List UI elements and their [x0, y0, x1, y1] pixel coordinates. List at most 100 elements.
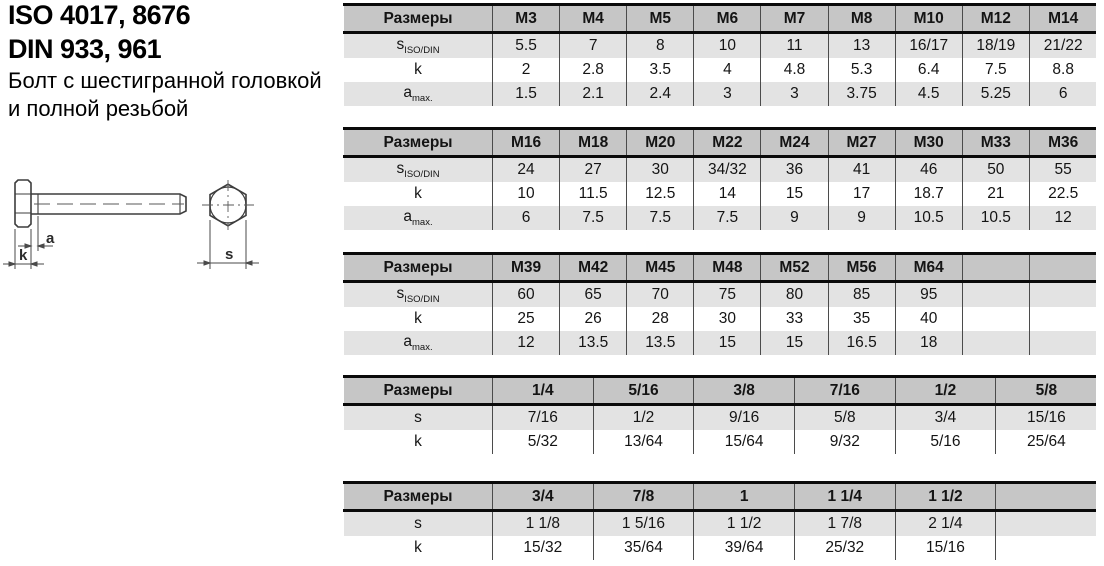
dimension-value-cell: 10.5 [894, 206, 963, 230]
row-label-cell: amax. [343, 331, 493, 355]
dimension-value-cell: 5/16 [894, 430, 996, 454]
bolt-side-view [14, 179, 187, 228]
table-metric-m3-m14: Размеры M3 M4 M5 M6 M7 M8 M10 M12 M14 sISO/DIN 5.5 7… [343, 3, 1097, 106]
dimension-value-cell [1028, 331, 1097, 355]
size-column-header: M16 [491, 127, 560, 158]
dimension-value-cell: 2.8 [559, 58, 627, 82]
dimension-value-cell: 1.5 [491, 82, 560, 106]
size-column-header: 5/8 [995, 375, 1097, 406]
dimension-value-cell: 11 [760, 32, 829, 58]
standard-title-din: DIN 933, 961 [8, 34, 162, 64]
dimension-value-cell: 5/32 [492, 430, 594, 454]
dimension-value-cell: 3.5 [626, 58, 694, 82]
product-description-line2: и полной резьбой [8, 96, 189, 121]
size-column-header [995, 481, 1097, 512]
dimension-value-cell: 1 1/8 [492, 510, 594, 536]
dimension-value-cell: 8.8 [1028, 58, 1097, 82]
size-column-header: M10 [894, 3, 963, 34]
table-corner-header: Размеры [343, 481, 493, 512]
dimension-value-cell: 7.5 [693, 206, 761, 230]
dimension-value-cell: 1 1/2 [693, 510, 795, 536]
dimensions-table: Размеры M16 M18 M20 M22 M24 M27 M30 M33 M36 sISO/D… [343, 127, 1097, 230]
dimension-value-cell: 70 [626, 281, 694, 307]
table-corner-header: Размеры [343, 127, 493, 158]
dimension-value-cell: 7/16 [492, 404, 594, 430]
dimension-value-cell [995, 510, 1097, 536]
dimension-value-cell: 16.5 [827, 331, 896, 355]
dimension-value-cell: 34/32 [693, 156, 761, 182]
size-column-header: M6 [693, 3, 761, 34]
dimensions-table: Размеры 1/4 5/16 3/8 7/16 1/2 5/8 s 7/16 1/2 9/16 5… [343, 375, 1097, 454]
dimension-value-cell: 13 [827, 32, 896, 58]
dimension-value-cell: 41 [827, 156, 896, 182]
size-column-header: M45 [626, 252, 694, 283]
dimension-value-cell: 1/2 [592, 404, 694, 430]
dimension-value-cell: 28 [626, 307, 694, 331]
row-label-cell: k [343, 307, 493, 331]
dimension-value-cell: 13/64 [592, 430, 694, 454]
size-column-header: M52 [760, 252, 829, 283]
dimension-value-cell [1028, 307, 1097, 331]
size-column-header: M7 [760, 3, 829, 34]
size-column-header: M24 [760, 127, 829, 158]
dimension-value-cell: 25 [491, 307, 560, 331]
dimension-value-cell: 14 [693, 182, 761, 206]
row-label-cell: k [343, 182, 493, 206]
dimension-value-cell: 18/19 [961, 32, 1030, 58]
dimension-value-cell: 4 [693, 58, 761, 82]
dimension-value-cell: 2 [491, 58, 560, 82]
dimension-value-cell: 3 [693, 82, 761, 106]
dimension-value-cell: 10 [693, 32, 761, 58]
size-column-header: 3/8 [693, 375, 795, 406]
table-row: amax. 6 7.5 7.5 7.5 9 9 10.5 10.5 12 [343, 206, 1097, 230]
table-row: sISO/DIN 60 65 70 75 80 85 95 [343, 281, 1097, 307]
row-label-cell: k [343, 536, 493, 560]
size-column-header: M3 [491, 3, 560, 34]
dimension-value-cell: 30 [626, 156, 694, 182]
dimension-value-cell: 1 7/8 [793, 510, 896, 536]
size-column-header: 7/8 [592, 481, 694, 512]
dimension-value-cell [1028, 281, 1097, 307]
dimensions-table: Размеры M39 M42 M45 M48 M52 M56 M64 sISO/DIN 60 65… [343, 252, 1097, 355]
standard-title-iso: ISO 4017, 8676 [8, 0, 191, 30]
size-column-header: M64 [894, 252, 963, 283]
dimension-value-cell: 2 1/4 [894, 510, 996, 536]
table-corner-header: Размеры [343, 3, 493, 34]
dimension-value-cell [961, 307, 1030, 331]
dimensions-table: Размеры M3 M4 M5 M6 M7 M8 M10 M12 M14 sISO/DIN 5.5 7… [343, 3, 1097, 106]
dimension-value-cell: 4.5 [894, 82, 963, 106]
table-row: k 2 2.8 3.5 4 4.8 5.3 6.4 7.5 8.8 [343, 58, 1097, 82]
table-corner-header: Размеры [343, 375, 493, 406]
side-view-dimensions [3, 216, 53, 269]
dimension-value-cell: 7.5 [626, 206, 694, 230]
size-column-header: 7/16 [793, 375, 896, 406]
dimension-value-cell [961, 331, 1030, 355]
dimension-value-cell: 3/4 [894, 404, 996, 430]
size-column-header: 1 1/2 [894, 481, 996, 512]
dimension-value-cell: 9 [827, 206, 896, 230]
dimension-value-cell: 21 [961, 182, 1030, 206]
dimension-value-cell: 13.5 [626, 331, 694, 355]
dim-label-s: s [225, 246, 233, 263]
row-label-cell: amax. [343, 82, 493, 106]
dimension-value-cell: 35 [827, 307, 896, 331]
size-column-header: M33 [961, 127, 1030, 158]
top-view-dimensions [197, 220, 259, 269]
dimension-value-cell: 26 [559, 307, 627, 331]
size-column-header: M5 [626, 3, 694, 34]
dimension-value-cell: 3.75 [827, 82, 896, 106]
dimension-value-cell: 11.5 [559, 182, 627, 206]
size-column-header: M30 [894, 127, 963, 158]
table-row: sISO/DIN 24 27 30 34/32 36 41 46 50 55 [343, 156, 1097, 182]
dimension-value-cell: 22.5 [1028, 182, 1097, 206]
dimension-value-cell: 36 [760, 156, 829, 182]
dimension-value-cell: 75 [693, 281, 761, 307]
row-label-cell: sISO/DIN [343, 32, 493, 58]
dimension-value-cell: 15/16 [894, 536, 996, 560]
dimension-value-cell: 5.3 [827, 58, 896, 82]
size-column-header: M39 [491, 252, 560, 283]
row-label-cell: k [343, 430, 493, 454]
dimension-value-cell: 5.5 [491, 32, 560, 58]
table-row: amax. 12 13.5 13.5 15 15 16.5 18 [343, 331, 1097, 355]
size-column-header: 1 1/4 [793, 481, 896, 512]
